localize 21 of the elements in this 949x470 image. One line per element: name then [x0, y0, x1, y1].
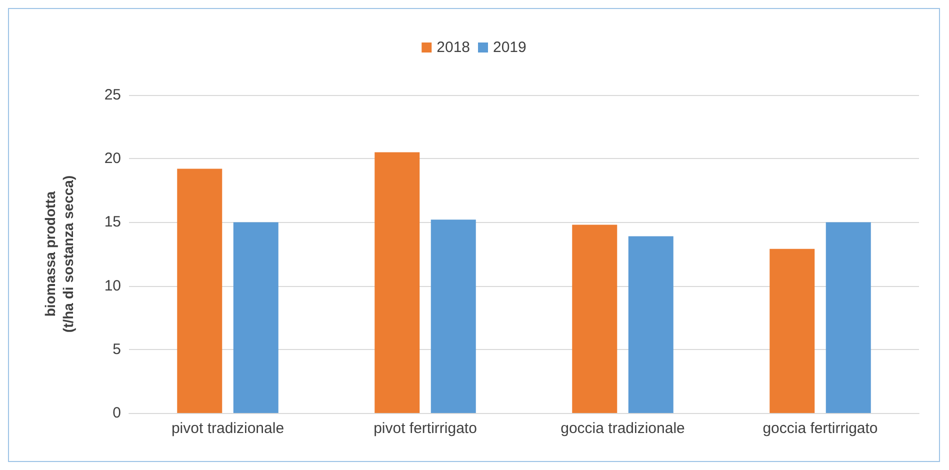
legend-label: 2018 — [436, 39, 470, 56]
bar — [770, 248, 815, 413]
bar — [374, 152, 420, 413]
x-tick-label: pivot tradizionale — [171, 420, 284, 437]
y-tick-label: 25 — [104, 86, 121, 104]
x-tick-label: goccia fertirrigato — [762, 420, 878, 437]
bar — [177, 168, 222, 413]
bar — [826, 222, 871, 413]
bar — [628, 236, 674, 413]
y-tick-label: 15 — [104, 214, 121, 231]
y-tick-label: 0 — [112, 404, 121, 422]
y-axis-title: biomassa prodotta (t/ha di sostanza secca) — [42, 175, 76, 333]
y-tick-label: 10 — [104, 277, 121, 294]
bar — [233, 222, 278, 413]
y-tick-label: 5 — [112, 340, 121, 358]
x-tick-label: goccia tradizionale — [560, 420, 685, 437]
y-tick-label: 20 — [104, 150, 121, 168]
x-tick-label: pivot fertirrigato — [374, 420, 477, 437]
bar — [572, 224, 618, 413]
legend-label: 2019 — [493, 39, 526, 56]
bar — [430, 220, 476, 413]
